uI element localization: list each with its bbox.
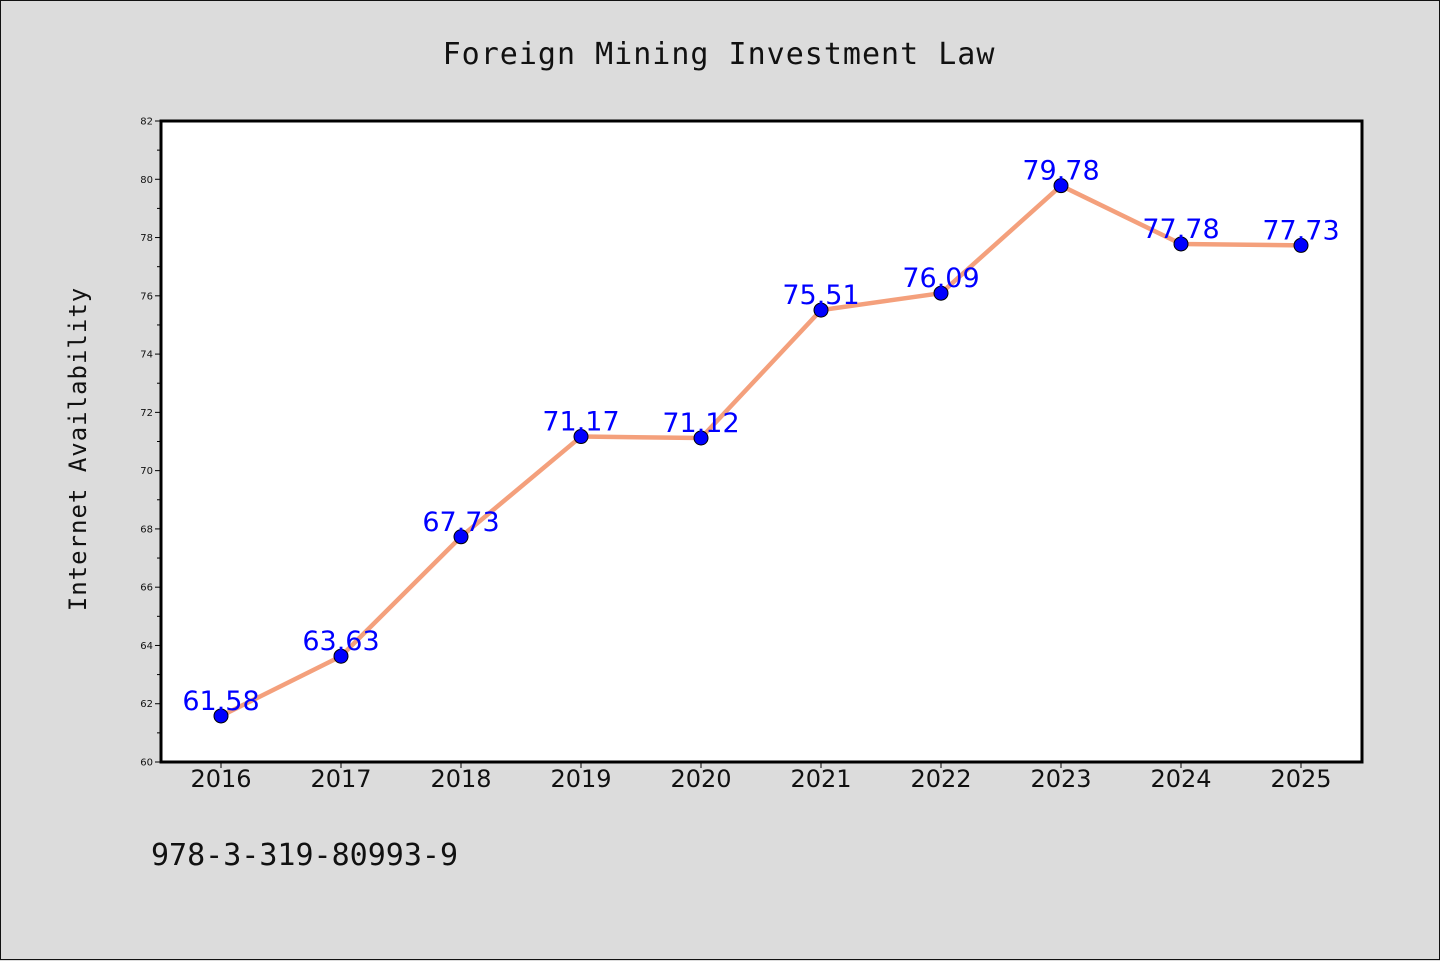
y-tick-label: 66 bbox=[140, 583, 153, 594]
data-label: 63.63 bbox=[302, 626, 379, 657]
series-line bbox=[218, 183, 1304, 719]
data-label: 67.73 bbox=[422, 507, 499, 538]
x-tick-label: 2017 bbox=[310, 765, 371, 793]
data-label: 76.09 bbox=[902, 263, 979, 294]
data-point-marker bbox=[573, 429, 589, 445]
data-label: 77.73 bbox=[1262, 215, 1339, 246]
data-label: 61.58 bbox=[182, 686, 259, 717]
data-point-marker bbox=[333, 648, 349, 664]
y-tick-label: 74 bbox=[140, 350, 153, 361]
x-tick-label: 2021 bbox=[790, 765, 851, 793]
y-tick-label: 80 bbox=[140, 175, 153, 186]
data-label: 75.51 bbox=[782, 280, 859, 311]
y-tick-label: 64 bbox=[140, 641, 153, 652]
x-tick-label: 2024 bbox=[1150, 765, 1211, 793]
footer-code: 978-3-319-80993-9 bbox=[151, 838, 458, 873]
data-labels: 61.58 63.63 67.73 71.17 71.12 75.51 76.09 79.78… bbox=[182, 156, 1339, 717]
x-tick-label: 2020 bbox=[670, 765, 731, 793]
data-point-marker bbox=[813, 302, 829, 318]
x-axis-ticks: 2016 2017 2018 2019 2020 2021 2022 2023 2024 2025 bbox=[190, 762, 1332, 793]
y-tick-label: 72 bbox=[140, 408, 153, 419]
chart-title: Foreign Mining Investment Law bbox=[443, 37, 996, 72]
series-markers bbox=[213, 178, 1309, 724]
data-point-marker bbox=[693, 430, 709, 446]
x-tick-label: 2019 bbox=[550, 765, 611, 793]
x-tick-label: 2022 bbox=[910, 765, 971, 793]
data-label: 71.12 bbox=[662, 408, 739, 439]
data-label: 79.78 bbox=[1022, 156, 1099, 187]
y-tick-label: 70 bbox=[140, 466, 153, 477]
data-point-marker bbox=[213, 708, 229, 724]
data-point-marker bbox=[1173, 236, 1189, 252]
data-label: 71.17 bbox=[542, 407, 619, 438]
plot-area bbox=[161, 121, 1362, 762]
data-point-marker bbox=[453, 529, 469, 545]
plot-border bbox=[159, 119, 1364, 764]
y-tick-label: 60 bbox=[140, 758, 153, 769]
x-tick-label: 2018 bbox=[430, 765, 491, 793]
data-point-marker bbox=[1053, 178, 1069, 194]
data-point-marker bbox=[933, 285, 949, 301]
x-tick-label: 2025 bbox=[1270, 765, 1331, 793]
y-tick-label: 82 bbox=[140, 117, 153, 128]
y-tick-label: 76 bbox=[140, 291, 153, 302]
y-axis-label: Internet Availability bbox=[64, 287, 92, 611]
x-tick-label: 2016 bbox=[190, 765, 251, 793]
y-tick-label: 68 bbox=[140, 524, 153, 535]
y-tick-label: 78 bbox=[140, 233, 153, 244]
series-line-group bbox=[218, 183, 1304, 719]
y-axis-ticks: 60 62 64 66 68 70 72 74 76 78 80 82 bbox=[140, 117, 161, 769]
data-point-marker bbox=[1293, 237, 1309, 253]
y-tick-label: 62 bbox=[140, 699, 153, 710]
data-label: 77.78 bbox=[1142, 214, 1219, 245]
x-tick-label: 2023 bbox=[1030, 765, 1091, 793]
